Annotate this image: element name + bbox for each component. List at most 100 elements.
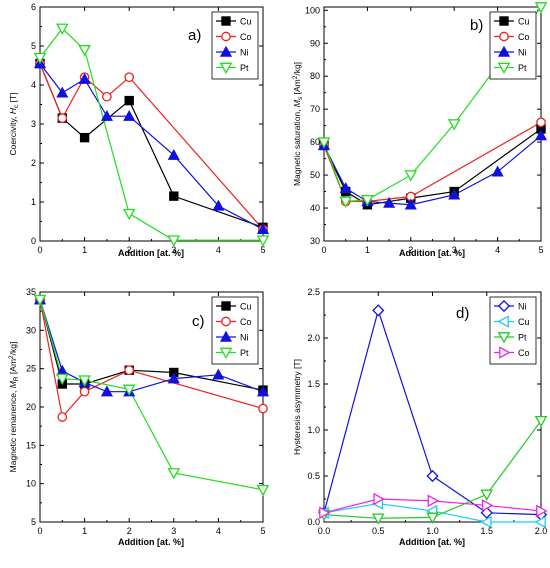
panel-a: 0 1 2 3 4 5 0 1 2 3 4 5 6 Cu Co Ni Pt a) Addition [at. %] C… xyxy=(8,2,269,258)
data-point-pt xyxy=(167,468,181,480)
data-point-pt xyxy=(534,2,547,14)
data-point-co xyxy=(79,386,90,397)
y-tick-label: 0.0 xyxy=(307,517,320,527)
data-point-ni xyxy=(167,372,180,384)
data-point-co xyxy=(427,494,440,508)
x-tick-label: 3 xyxy=(171,526,176,536)
panel-label: b) xyxy=(470,17,483,34)
y-tick-label: 2.0 xyxy=(307,333,320,343)
y-tick-label: 70 xyxy=(310,104,320,114)
legend-label: Co xyxy=(518,348,530,358)
x-tick-label: 1.0 xyxy=(426,526,439,536)
data-point-pt xyxy=(122,208,136,221)
data-point-ni xyxy=(212,199,225,211)
legend-label: Cu xyxy=(240,17,252,27)
y-tick-label: 40 xyxy=(310,203,320,213)
data-point-pt xyxy=(534,415,547,428)
legend-label: Pt xyxy=(240,63,249,73)
y-axis-label: Magnetic saturation, Ms [Am2/kg] xyxy=(292,62,304,186)
y-axis-label: Coercivity, Hc [T] xyxy=(8,92,20,155)
y-tick-label: 20 xyxy=(26,402,36,412)
legend-label: Co xyxy=(240,317,252,327)
data-point-cu xyxy=(79,132,90,143)
y-tick-label: 6 xyxy=(31,2,36,12)
data-point-co xyxy=(57,113,68,124)
data-point-pt xyxy=(371,513,385,525)
x-tick-label: 1 xyxy=(365,245,370,255)
panel-label: c) xyxy=(192,313,205,330)
panel-b: 0 1 2 3 4 5 30 40 50 60 70 80 90 100 Cu Co Ni Pt b) Additio… xyxy=(292,2,547,258)
legend-label: Pt xyxy=(518,63,527,73)
legend-marker xyxy=(219,330,233,342)
y-tick-label: 5 xyxy=(31,41,36,51)
data-point-co xyxy=(258,403,268,414)
legend-label: Ni xyxy=(518,302,527,312)
data-point-ni xyxy=(256,223,269,234)
y-axis-label: Hysteresis asymmetry [T] xyxy=(292,359,302,455)
x-tick-label: 2.0 xyxy=(535,526,548,536)
y-tick-label: 100 xyxy=(305,5,320,15)
x-tick-label: 0 xyxy=(37,526,42,536)
x-tick-label: 0 xyxy=(321,245,326,255)
legend-marker xyxy=(497,315,509,328)
data-point-pt xyxy=(256,484,269,497)
legend: Cu Co Ni Pt xyxy=(211,296,259,365)
legend-label: Pt xyxy=(518,333,527,343)
y-tick-label: 1.0 xyxy=(307,425,320,435)
y-tick-label: 4 xyxy=(31,80,36,90)
panel-c: 0 1 2 3 4 5 5 10 15 20 25 30 35 Cu Co Ni Pt c) Addition [a… xyxy=(8,287,269,547)
legend-label: Co xyxy=(240,32,252,42)
y-tick-label: 25 xyxy=(26,364,36,374)
data-layer xyxy=(34,293,269,497)
data-point-co xyxy=(536,504,547,518)
legend-marker xyxy=(219,45,233,57)
y-tick-label: 60 xyxy=(310,137,320,147)
data-point-co xyxy=(536,117,546,128)
data-point-pt xyxy=(426,512,439,524)
data-point-cu xyxy=(169,191,179,201)
panel-label: d) xyxy=(456,305,469,322)
x-tick-label: 5 xyxy=(538,245,543,255)
data-point-pt xyxy=(339,196,353,208)
y-tick-label: 50 xyxy=(310,170,320,180)
legend: Ni Cu Pt Co xyxy=(489,296,537,365)
data-point-cu xyxy=(534,515,546,528)
x-tick-label: 1 xyxy=(82,245,87,255)
data-point-co xyxy=(373,492,385,506)
x-axis-label: Addition [at. %] xyxy=(118,537,184,547)
y-tick-label: 1 xyxy=(31,197,36,207)
legend-marker xyxy=(221,316,231,327)
series-line-co xyxy=(323,121,542,203)
y-axis-label: Magnetic remanence, MR [Am2/kg] xyxy=(8,342,20,473)
data-layer xyxy=(34,23,269,247)
data-point-co xyxy=(319,506,331,520)
legend-marker xyxy=(499,346,511,359)
data-point-co xyxy=(124,72,135,83)
legend-marker xyxy=(219,347,233,360)
series-line-cu xyxy=(39,299,264,391)
x-tick-label: 3 xyxy=(452,245,457,255)
x-axis-label: Addition [at. %] xyxy=(118,248,184,258)
data-point-ni xyxy=(491,165,504,177)
data-point-co xyxy=(124,365,135,376)
y-tick-label: 0 xyxy=(31,236,36,246)
legend-label: Ni xyxy=(240,48,249,58)
legend-marker xyxy=(221,31,231,42)
series-line-pt xyxy=(39,27,263,241)
x-tick-label: 4 xyxy=(216,245,221,255)
data-point-ni xyxy=(404,198,417,210)
legend: Cu Co Ni Pt xyxy=(211,11,259,80)
data-point-cu xyxy=(124,95,134,106)
data-point-pt xyxy=(167,235,181,247)
legend-marker xyxy=(497,299,511,313)
y-tick-label: 30 xyxy=(26,325,36,335)
x-axis-label: Addition [at. %] xyxy=(399,248,465,258)
data-point-pt xyxy=(361,194,374,207)
data-point-pt xyxy=(55,23,69,35)
data-point-pt xyxy=(55,373,69,386)
data-point-ni xyxy=(534,129,547,141)
y-tick-label: 15 xyxy=(26,440,36,450)
data-layer xyxy=(318,304,547,528)
x-tick-label: 2 xyxy=(127,526,132,536)
